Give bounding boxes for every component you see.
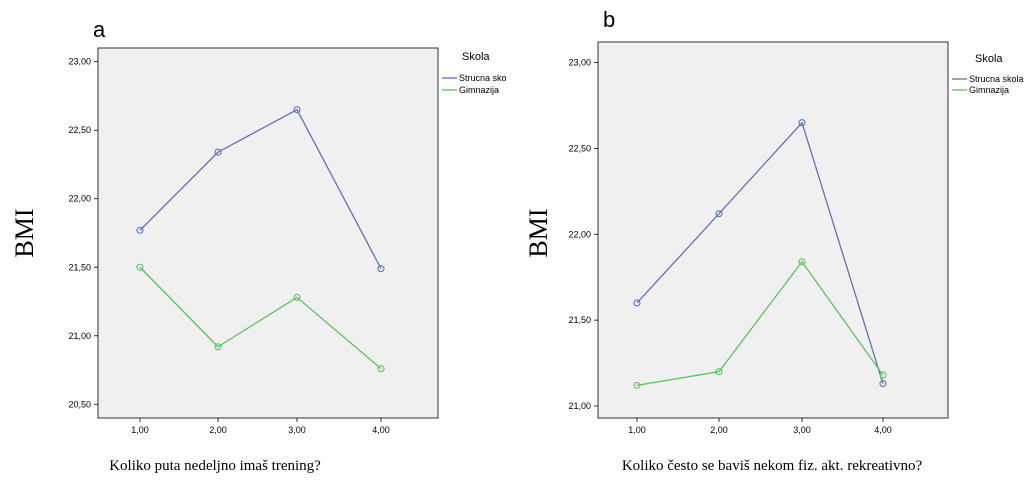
data-point (293, 106, 301, 114)
y-tick-label: 21,00 (568, 401, 591, 411)
y-tick-label: 22,50 (568, 143, 591, 153)
data-point (879, 371, 887, 379)
y-tick-label: 23,00 (568, 58, 591, 68)
chart-b-svg: b 21,00 21,50 22,00 22,50 23,00 1,00 2,00 3,00… (524, 7, 1024, 474)
x-tick-label: 2,00 (710, 425, 728, 435)
y-tick-label: 22,00 (568, 229, 591, 239)
y-ticks-a: 20,50 21,00 21,50 22,00 22,50 23,00 (68, 57, 98, 409)
data-point (136, 263, 144, 271)
y-tick-label: 22,00 (68, 194, 91, 204)
legend-entry-b-0: Strucna skola (969, 74, 1024, 84)
data-point (798, 119, 806, 127)
panel-label-b: b (603, 7, 615, 32)
data-point (715, 210, 723, 218)
data-point (377, 365, 385, 373)
data-point (293, 293, 301, 301)
data-point (214, 148, 222, 156)
series-line-a-0 (139, 108, 382, 269)
y-tick-label: 21,50 (68, 262, 91, 272)
plot-area-b (597, 41, 949, 419)
data-point (879, 380, 887, 388)
x-axis-label-a: Koliko puta nedeljno imaš trening? (109, 458, 321, 474)
data-point (214, 343, 222, 351)
x-ticks-b: 1,00 2,00 3,00 4,00 (628, 418, 892, 435)
legend-title-b: Skola (975, 53, 1003, 65)
x-tick-label: 2,00 (209, 425, 227, 435)
data-point (136, 226, 144, 234)
x-tick-label: 4,00 (372, 425, 390, 435)
legend-title-a: Skola (462, 51, 490, 63)
x-tick-label: 3,00 (288, 425, 306, 435)
data-point (633, 381, 641, 389)
data-point (715, 368, 723, 376)
y-tick-label: 23,00 (68, 57, 91, 67)
y-ticks-b: 21,00 21,50 22,00 22,50 23,00 (568, 58, 598, 411)
data-point (377, 265, 385, 273)
y-tick-label: 22,50 (68, 125, 91, 135)
y-axis-label-b: BMI (524, 208, 553, 257)
x-tick-label: 4,00 (874, 425, 892, 435)
x-ticks-a: 1,00 2,00 3,00 4,00 (131, 418, 390, 435)
x-tick-label: 1,00 (628, 425, 646, 435)
chart-a-svg: a 20,50 21,00 21,50 22,00 22,50 23,00 1,00 2,0… (10, 17, 507, 474)
y-axis-label-a: BMI (10, 208, 39, 257)
x-axis-label-b: Koliko često se baviš nekom fiz. akt. re… (622, 458, 923, 474)
series-group-b (633, 119, 887, 389)
series-line-b-1 (636, 260, 884, 387)
data-point (798, 258, 806, 266)
data-point (633, 299, 641, 307)
x-tick-label: 3,00 (793, 425, 811, 435)
series-group-a (136, 106, 385, 373)
chart-panel-b: b 21,00 21,50 22,00 22,50 23,00 1,00 2,00 3,00… (517, 0, 1034, 480)
series-line-a-1 (139, 266, 382, 370)
legend-entry-a-0: Strucna sko (459, 73, 507, 83)
plot-area-a (97, 47, 439, 419)
panel-label-a: a (93, 17, 106, 42)
series-line-b-0 (636, 121, 884, 384)
legend-entry-b-1: Gimnazija (969, 85, 1009, 95)
x-tick-label: 1,00 (131, 425, 149, 435)
legend-entry-a-1: Gimnazija (459, 85, 499, 95)
y-tick-label: 20,50 (68, 399, 91, 409)
y-tick-label: 21,00 (68, 331, 91, 341)
chart-panel-a: a 20,50 21,00 21,50 22,00 22,50 23,00 1,00 2,0… (10, 17, 507, 474)
y-tick-label: 21,50 (568, 315, 591, 325)
